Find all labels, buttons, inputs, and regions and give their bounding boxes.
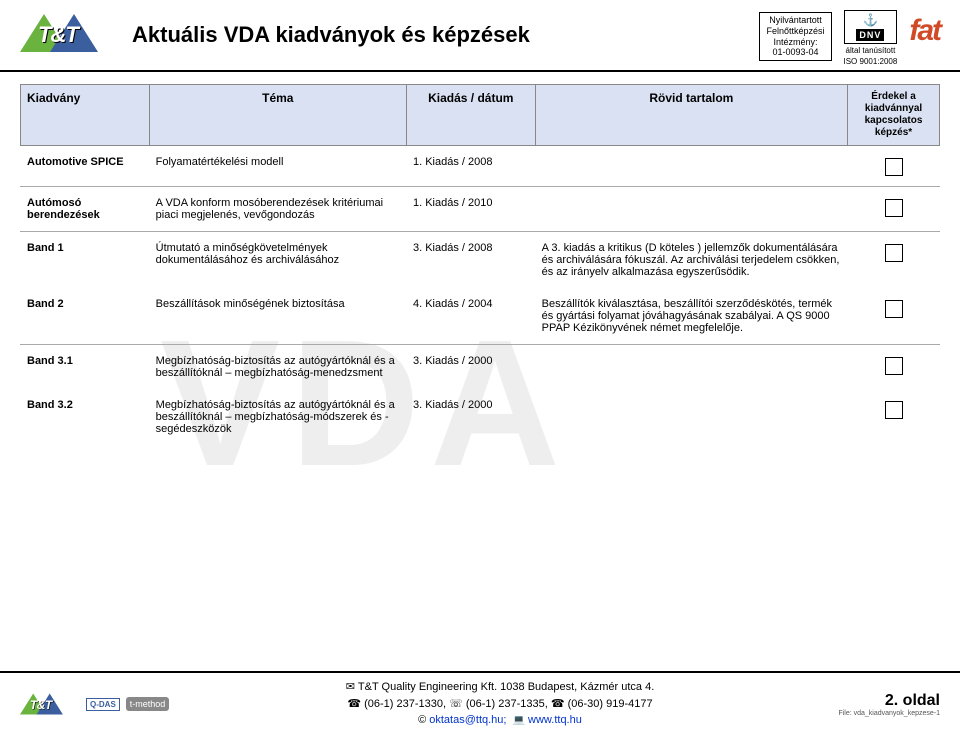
cell-tema: Útmutató a minőségkövetelmények dokument… bbox=[149, 232, 406, 289]
phone-icon bbox=[347, 698, 364, 710]
reg-line: Felnőttképzési bbox=[766, 26, 824, 37]
col-tema: Téma bbox=[149, 85, 406, 146]
interest-checkbox[interactable] bbox=[885, 357, 903, 375]
footer-right: 2. oldal File: vda_kiadvanyok_kepzese-1 bbox=[810, 692, 940, 717]
copyright-icon bbox=[418, 714, 429, 726]
registration-box-wrap: Nyilvántartott Felnőttképzési Intézmény:… bbox=[759, 8, 831, 61]
table-row: Band 1 Útmutató a minőségkövetelmények d… bbox=[21, 232, 940, 289]
cell-checkbox bbox=[848, 345, 940, 390]
tt-logo-text: T&T bbox=[38, 22, 78, 48]
fax-icon bbox=[449, 698, 466, 710]
fat-logo: fat bbox=[909, 8, 940, 48]
page-title: Aktuális VDA kiadványok és képzések bbox=[132, 8, 747, 48]
qdas-logo: Q-DAS bbox=[86, 698, 120, 711]
footer-fax: (06-1) 237-1335, bbox=[466, 698, 548, 710]
cell-tartalom: Beszállítók kiválasztása, beszállítói sz… bbox=[535, 288, 847, 345]
cell-tartalom: A 3. kiadás a kritikus (D köteles ) jell… bbox=[535, 232, 847, 289]
dnv-cert-wrap: ⚓ DNV által tanúsított ISO 9001:2008 bbox=[844, 8, 898, 66]
cell-kiadas: 3. Kiadás / 2008 bbox=[406, 232, 535, 289]
cell-kiadas: 1. Kiadás / 2008 bbox=[406, 146, 535, 187]
publications-table: Kiadvány Téma Kiadás / dátum Rövid tarta… bbox=[20, 84, 940, 445]
cell-kiadas: 4. Kiadás / 2004 bbox=[406, 288, 535, 345]
registration-box: Nyilvántartott Felnőttképzési Intézmény:… bbox=[759, 12, 831, 61]
cell-tartalom bbox=[535, 146, 847, 187]
dnv-subtext: által tanúsított bbox=[844, 46, 898, 55]
dnv-logo: ⚓ DNV bbox=[844, 10, 898, 44]
cell-kiadvany: Band 2 bbox=[21, 288, 150, 345]
table-row: Band 2 Beszállítások minőségének biztosí… bbox=[21, 288, 940, 345]
cell-kiadvany: Autómosó berendezések bbox=[21, 187, 150, 232]
footer-email[interactable]: oktatas@ttq.hu; bbox=[429, 714, 506, 726]
cell-checkbox bbox=[848, 232, 940, 289]
reg-line: Intézmény: bbox=[766, 37, 824, 48]
footer-mob: (06-30) 919-4177 bbox=[568, 698, 653, 710]
reg-line: 01-0093-04 bbox=[766, 47, 824, 58]
cell-tema: Megbízhatóság-biztosítás az autógyártókn… bbox=[149, 389, 406, 445]
footer-address: T&T Quality Engineering Kft. 1038 Budape… bbox=[358, 681, 654, 693]
page-number: 2. oldal bbox=[810, 692, 940, 710]
dnv-subtext: ISO 9001:2008 bbox=[844, 57, 898, 66]
cell-tartalom bbox=[535, 345, 847, 390]
screen-icon bbox=[513, 714, 528, 726]
cell-kiadvany: Automotive SPICE bbox=[21, 146, 150, 187]
tmethod-logo: t-method bbox=[126, 697, 170, 711]
cell-kiadvany: Band 1 bbox=[21, 232, 150, 289]
page-header: T&T Aktuális VDA kiadványok és képzések … bbox=[0, 0, 960, 72]
col-erdekel: Érdekel a kiadvánnyal kapcsolatos képzés… bbox=[848, 85, 940, 146]
cell-tema: Megbízhatóság-biztosítás az autógyártókn… bbox=[149, 345, 406, 390]
table-row: Automotive SPICE Folyamatértékelési mode… bbox=[21, 146, 940, 187]
table-row: Autómosó berendezések A VDA konform mosó… bbox=[21, 187, 940, 232]
table-row: Band 3.1 Megbízhatóság-biztosítás az aut… bbox=[21, 345, 940, 390]
tt-logo-small: T&T bbox=[20, 690, 53, 718]
cell-kiadas: 3. Kiadás / 2000 bbox=[406, 389, 535, 445]
cell-tartalom bbox=[535, 389, 847, 445]
page-footer: T&T Q-DAS t-method T&T Quality Engineeri… bbox=[0, 671, 960, 737]
reg-line: Nyilvántartott bbox=[766, 15, 824, 26]
interest-checkbox[interactable] bbox=[885, 244, 903, 262]
cell-tema: A VDA konform mosóberendezések kritérium… bbox=[149, 187, 406, 232]
file-name: File: vda_kiadvanyok_kepzese-1 bbox=[810, 710, 940, 717]
col-kiadas: Kiadás / dátum bbox=[406, 85, 535, 146]
footer-center: T&T Quality Engineering Kft. 1038 Budape… bbox=[200, 679, 800, 729]
cell-tema: Folyamatértékelési modell bbox=[149, 146, 406, 187]
footer-web[interactable]: www.ttq.hu bbox=[528, 714, 582, 726]
footer-logos: T&T Q-DAS t-method bbox=[20, 679, 190, 729]
cell-checkbox bbox=[848, 288, 940, 345]
cell-kiadvany: Band 3.2 bbox=[21, 389, 150, 445]
interest-checkbox[interactable] bbox=[885, 300, 903, 318]
dnv-label: DNV bbox=[856, 29, 884, 41]
cell-kiadas: 3. Kiadás / 2000 bbox=[406, 345, 535, 390]
interest-checkbox[interactable] bbox=[885, 158, 903, 176]
cell-kiadvany: Band 3.1 bbox=[21, 345, 150, 390]
col-tartalom: Rövid tartalom bbox=[535, 85, 847, 146]
col-kiadvany: Kiadvány bbox=[21, 85, 150, 146]
table-header-row: Kiadvány Téma Kiadás / dátum Rövid tarta… bbox=[21, 85, 940, 146]
cell-checkbox bbox=[848, 187, 940, 232]
tt-logo: T&T bbox=[20, 8, 120, 58]
table-row: Band 3.2 Megbízhatóság-biztosítás az aut… bbox=[21, 389, 940, 445]
footer-tel: (06-1) 237-1330, bbox=[364, 698, 446, 710]
envelope-icon bbox=[346, 681, 358, 693]
interest-checkbox[interactable] bbox=[885, 199, 903, 217]
interest-checkbox[interactable] bbox=[885, 401, 903, 419]
cell-tartalom bbox=[535, 187, 847, 232]
cell-kiadas: 1. Kiadás / 2010 bbox=[406, 187, 535, 232]
cell-checkbox bbox=[848, 389, 940, 445]
cell-checkbox bbox=[848, 146, 940, 187]
cell-tema: Beszállítások minőségének biztosítása bbox=[149, 288, 406, 345]
mobile-icon bbox=[551, 698, 568, 710]
